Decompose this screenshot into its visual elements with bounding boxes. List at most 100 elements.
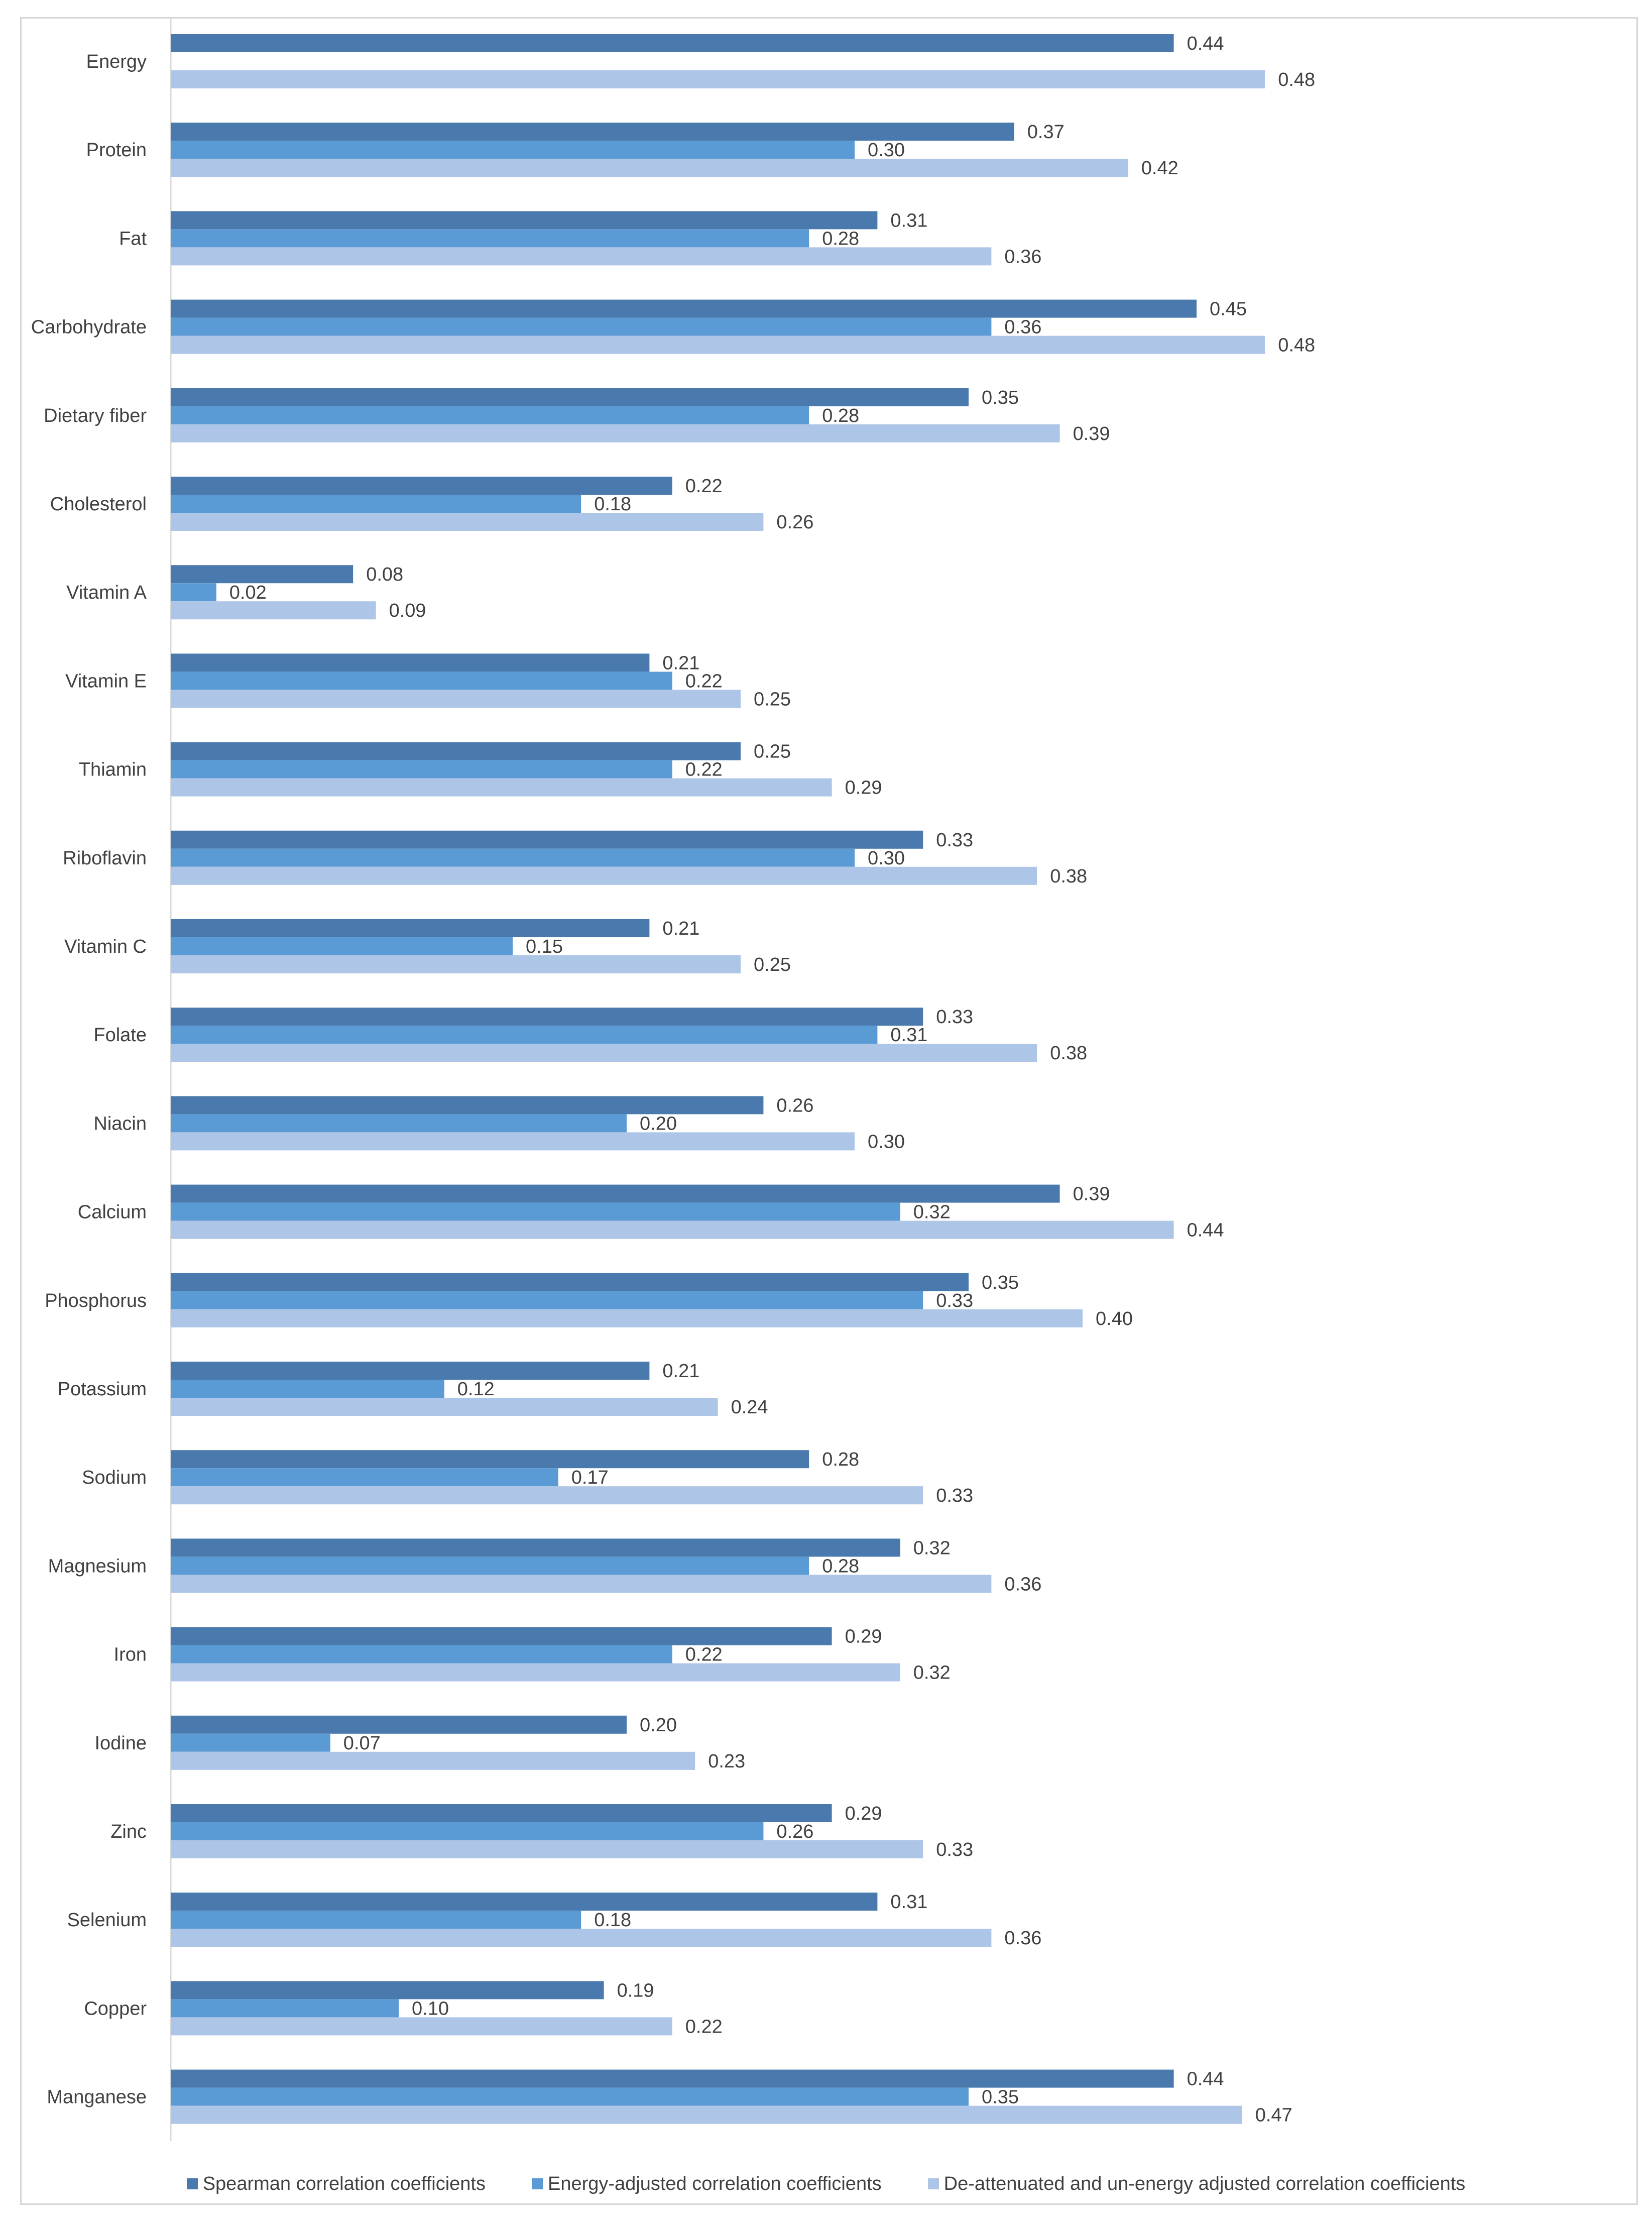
bar-energy-adjusted-vitamin-a xyxy=(171,583,216,602)
bar-energy-adjusted-potassium xyxy=(171,1380,444,1398)
data-label-spearman-iron: 0.29 xyxy=(845,1626,882,1647)
data-label-deattenuated-iron: 0.32 xyxy=(913,1662,951,1684)
bar-spearman-iodine xyxy=(171,1715,627,1734)
data-label-spearman-niacin: 0.26 xyxy=(776,1095,813,1116)
data-label-energy-adjusted-vitamin-a: 0.02 xyxy=(229,582,267,603)
data-label-deattenuated-manganese: 0.47 xyxy=(1255,2105,1292,2126)
data-label-deattenuated-vitamin-e: 0.25 xyxy=(754,689,791,710)
data-label-energy-adjusted-iron: 0.22 xyxy=(685,1644,723,1665)
bar-energy-adjusted-zinc xyxy=(171,1822,764,1840)
bar-energy-adjusted-sodium xyxy=(171,1468,558,1487)
data-label-deattenuated-riboflavin: 0.38 xyxy=(1050,866,1087,887)
data-label-energy-adjusted-copper: 0.10 xyxy=(412,1998,449,2019)
category-label-potassium: Potassium xyxy=(58,1379,147,1400)
category-label-phosphorus: Phosphorus xyxy=(45,1290,147,1311)
bar-energy-adjusted-thiamin xyxy=(171,760,672,779)
bar-spearman-energy xyxy=(171,34,1174,52)
bar-energy-adjusted-cholesterol xyxy=(171,495,581,513)
data-label-energy-adjusted-sodium: 0.17 xyxy=(571,1467,609,1488)
bar-spearman-vitamin-c xyxy=(171,919,650,937)
bar-deattenuated-phosphorus xyxy=(171,1309,1083,1327)
bar-spearman-vitamin-e xyxy=(171,653,650,672)
legend-label-spearman: Spearman correlation coefficients xyxy=(202,2173,486,2194)
bar-energy-adjusted-copper xyxy=(171,1999,399,2018)
category-label-copper: Copper xyxy=(84,1998,147,2019)
category-label-zinc: Zinc xyxy=(110,1821,147,1842)
data-label-energy-adjusted-magnesium: 0.28 xyxy=(822,1556,859,1577)
bar-deattenuated-carbohydrate xyxy=(171,336,1265,354)
bar-energy-adjusted-calcium xyxy=(171,1202,900,1221)
legend-swatch-energy-adjusted xyxy=(531,2178,543,2189)
data-label-spearman-protein: 0.37 xyxy=(1027,122,1065,143)
data-label-deattenuated-potassium: 0.24 xyxy=(731,1397,768,1418)
data-label-spearman-iodine: 0.20 xyxy=(640,1715,677,1736)
bar-deattenuated-folate xyxy=(171,1044,1037,1062)
bar-energy-adjusted-magnesium xyxy=(171,1557,809,1575)
data-label-spearman-magnesium: 0.32 xyxy=(913,1537,951,1559)
category-label-carbohydrate: Carbohydrate xyxy=(31,317,147,338)
bar-spearman-sodium xyxy=(171,1450,809,1469)
data-label-energy-adjusted-folate: 0.31 xyxy=(890,1025,927,1046)
data-label-spearman-vitamin-a: 0.08 xyxy=(366,564,403,585)
category-label-riboflavin: Riboflavin xyxy=(63,848,147,869)
category-label-manganese: Manganese xyxy=(47,2087,147,2108)
bar-energy-adjusted-niacin xyxy=(171,1114,627,1133)
bar-deattenuated-iron xyxy=(171,1663,900,1682)
data-label-spearman-carbohydrate: 0.45 xyxy=(1210,299,1247,320)
bar-energy-adjusted-iodine xyxy=(171,1733,330,1752)
chart-frame xyxy=(20,17,1638,2205)
data-label-energy-adjusted-phosphorus: 0.33 xyxy=(936,1290,973,1311)
category-label-vitamin-a: Vitamin A xyxy=(66,582,147,603)
bar-spearman-iron xyxy=(171,1627,832,1645)
bar-deattenuated-thiamin xyxy=(171,778,832,797)
data-label-spearman-dietary-fiber: 0.35 xyxy=(982,387,1019,408)
bar-energy-adjusted-vitamin-e xyxy=(171,672,672,690)
bar-energy-adjusted-iron xyxy=(171,1645,672,1663)
data-label-spearman-copper: 0.19 xyxy=(617,1980,654,2001)
bar-spearman-thiamin xyxy=(171,742,741,760)
data-label-energy-adjusted-zinc: 0.26 xyxy=(776,1821,813,1842)
data-label-spearman-riboflavin: 0.33 xyxy=(936,830,973,851)
data-label-deattenuated-phosphorus: 0.40 xyxy=(1096,1308,1133,1329)
legend-swatch-spearman xyxy=(186,2178,198,2189)
category-label-dietary-fiber: Dietary fiber xyxy=(44,405,147,426)
bar-spearman-zinc xyxy=(171,1804,832,1822)
data-label-energy-adjusted-potassium: 0.12 xyxy=(457,1379,495,1400)
category-label-protein: Protein xyxy=(86,140,147,161)
bar-energy-adjusted-carbohydrate xyxy=(171,317,992,336)
bar-deattenuated-vitamin-e xyxy=(171,690,741,708)
category-label-vitamin-c: Vitamin C xyxy=(64,936,147,957)
data-label-energy-adjusted-vitamin-c: 0.15 xyxy=(526,936,563,957)
legend-label-deattenuated: De-attenuated and un-energy adjusted cor… xyxy=(943,2173,1466,2194)
data-label-spearman-folate: 0.33 xyxy=(936,1007,973,1028)
bar-deattenuated-selenium xyxy=(171,1929,992,1947)
bar-deattenuated-iodine xyxy=(171,1751,695,1770)
category-label-calcium: Calcium xyxy=(78,1202,147,1223)
data-label-deattenuated-vitamin-a: 0.09 xyxy=(389,600,426,621)
bar-spearman-magnesium xyxy=(171,1538,900,1557)
bar-deattenuated-vitamin-a xyxy=(171,601,376,620)
data-label-energy-adjusted-protein: 0.30 xyxy=(868,140,905,161)
bar-spearman-dietary-fiber xyxy=(171,388,969,406)
data-label-deattenuated-vitamin-c: 0.25 xyxy=(754,954,791,975)
category-label-thiamin: Thiamin xyxy=(79,759,147,781)
data-label-energy-adjusted-vitamin-e: 0.22 xyxy=(685,671,723,692)
data-label-deattenuated-niacin: 0.30 xyxy=(868,1131,905,1152)
bar-spearman-manganese xyxy=(171,2069,1174,2088)
bar-deattenuated-energy xyxy=(171,70,1265,88)
data-label-spearman-thiamin: 0.25 xyxy=(754,741,791,762)
category-label-energy: Energy xyxy=(86,51,147,72)
bar-energy-adjusted-selenium xyxy=(171,1911,581,1929)
category-label-iron: Iron xyxy=(114,1644,147,1665)
bar-spearman-protein xyxy=(171,123,1014,141)
category-label-niacin: Niacin xyxy=(93,1113,147,1134)
category-label-vitamin-e: Vitamin E xyxy=(65,671,147,692)
data-label-deattenuated-thiamin: 0.29 xyxy=(845,777,882,799)
bar-energy-adjusted-protein xyxy=(171,141,855,159)
data-label-energy-adjusted-iodine: 0.07 xyxy=(343,1733,381,1754)
data-label-deattenuated-fat: 0.36 xyxy=(1004,246,1041,267)
bar-deattenuated-vitamin-c xyxy=(171,955,741,973)
data-label-energy-adjusted-niacin: 0.20 xyxy=(640,1113,677,1134)
category-label-magnesium: Magnesium xyxy=(48,1556,147,1577)
bar-deattenuated-riboflavin xyxy=(171,866,1037,885)
